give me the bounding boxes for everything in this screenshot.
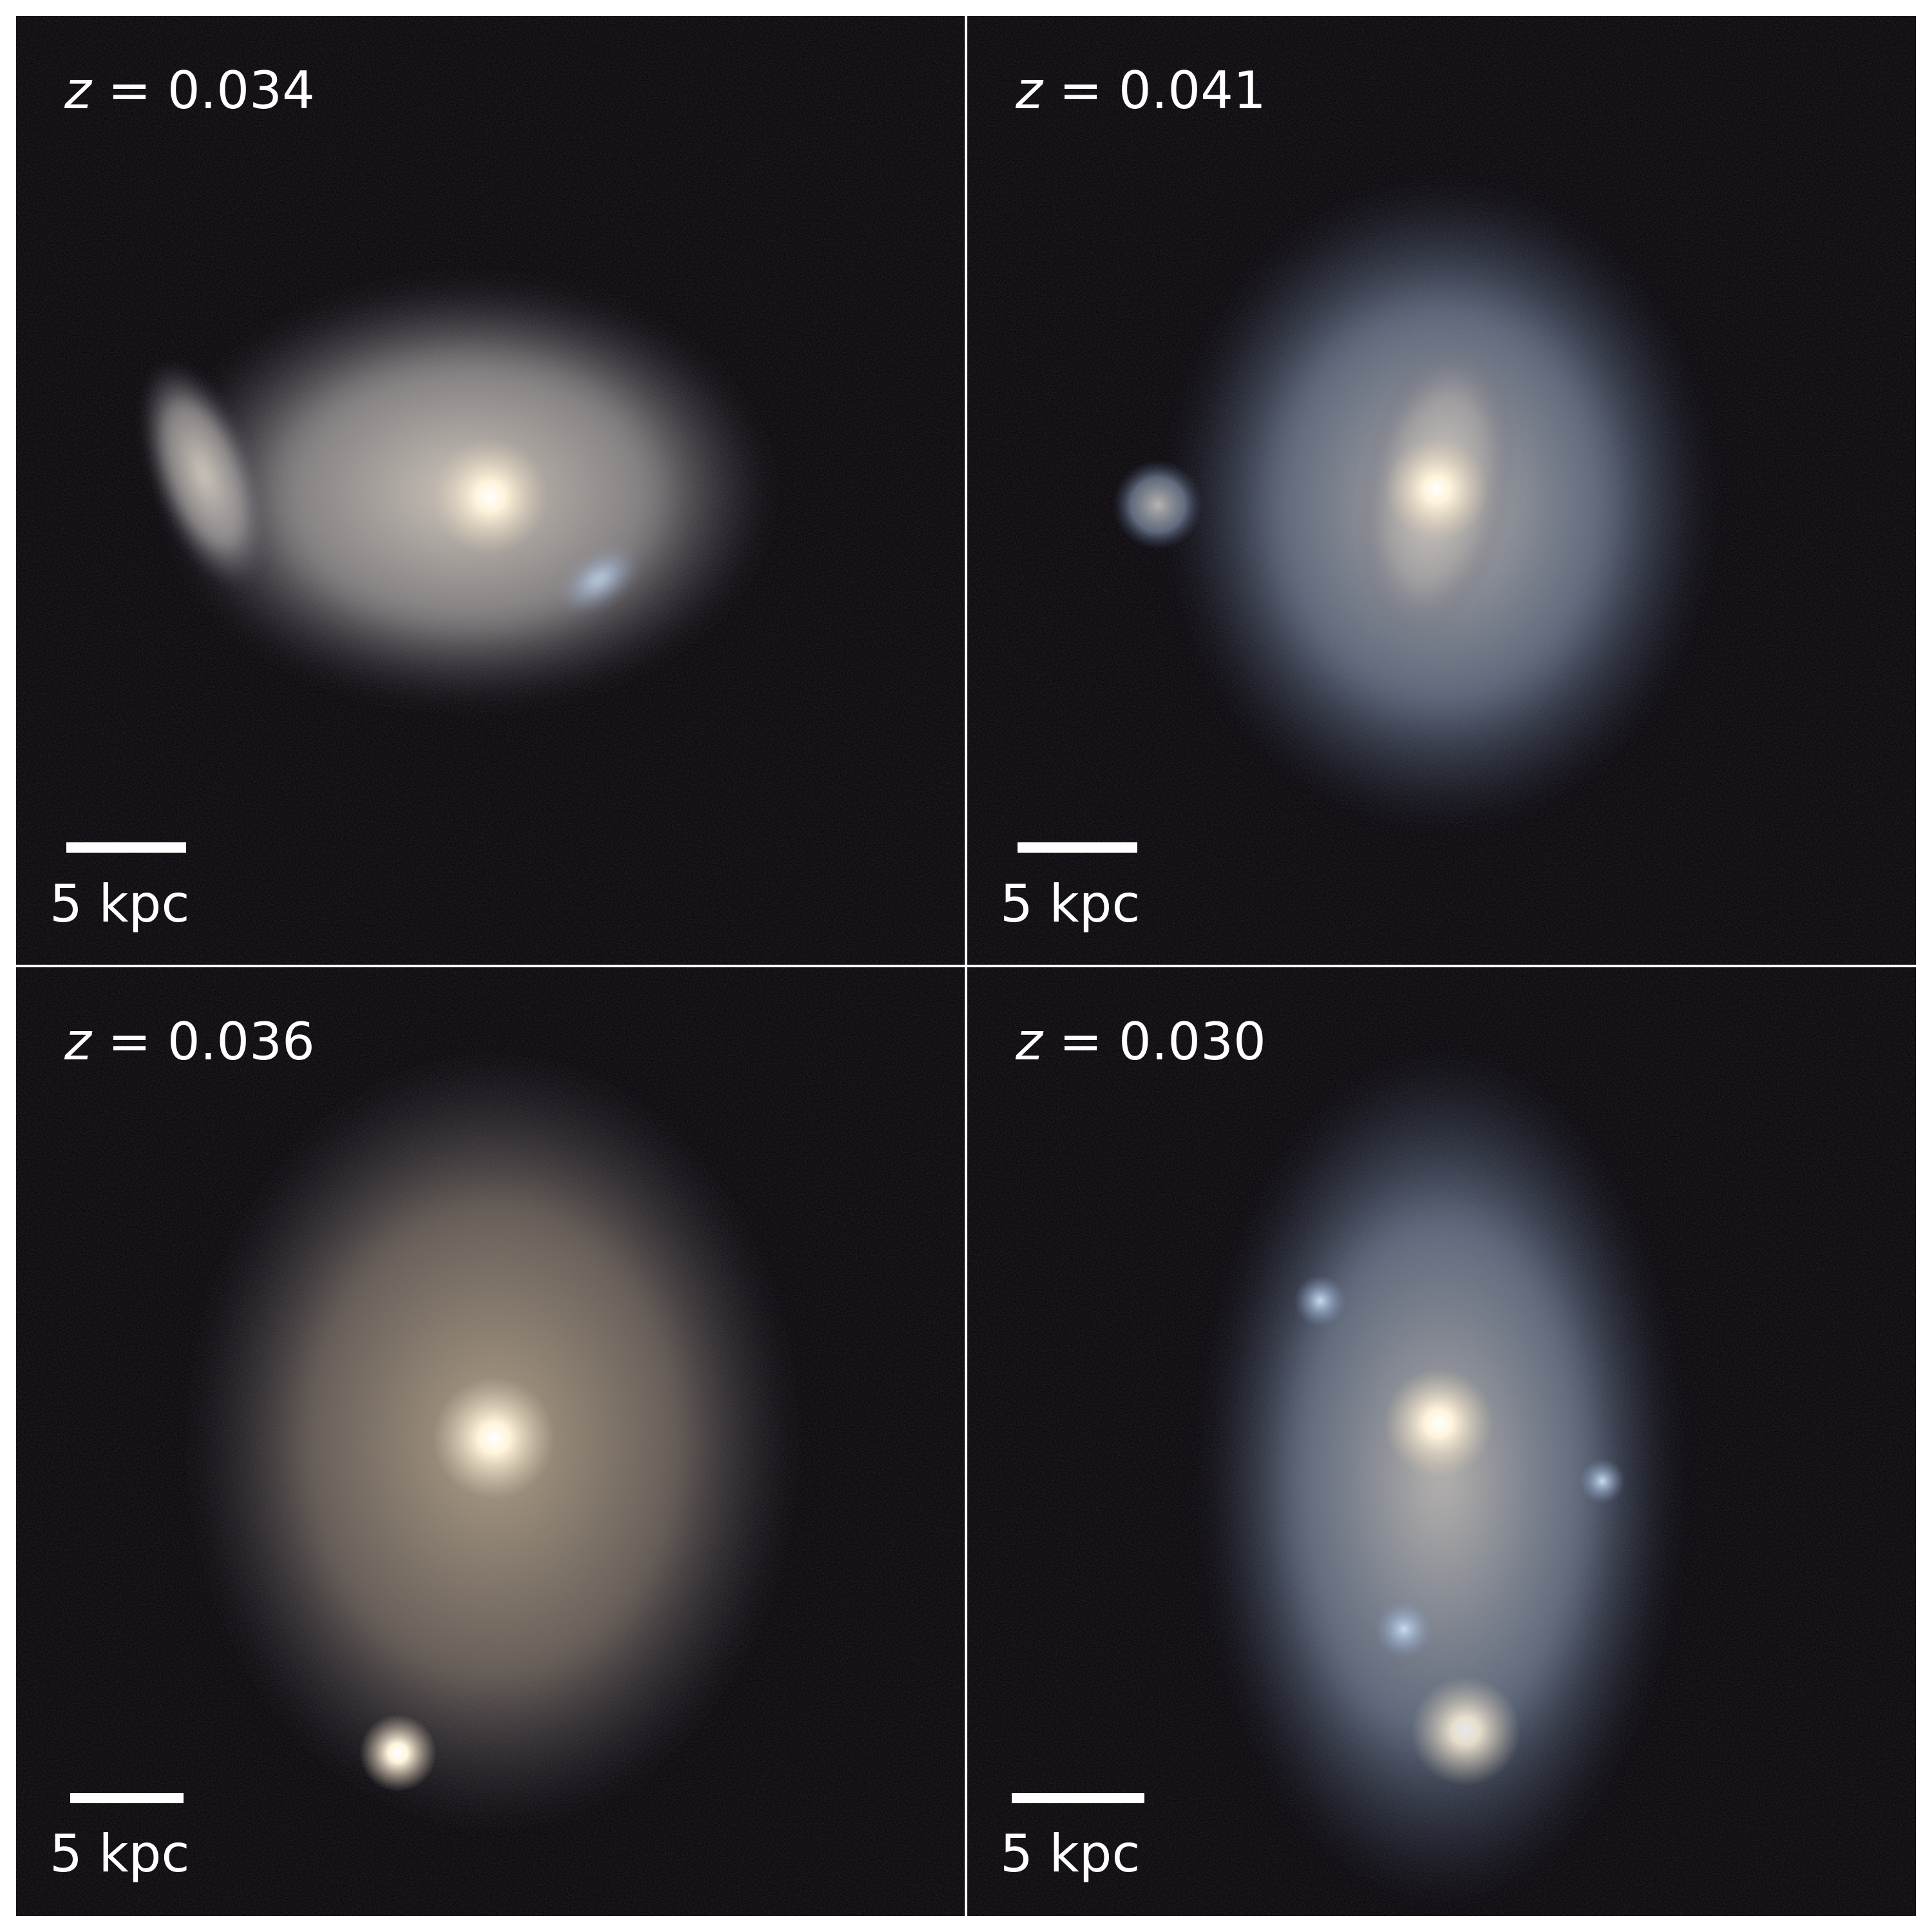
- scale-label: 5 kpc: [1000, 874, 1140, 934]
- galaxy-disk: [1203, 1054, 1680, 1904]
- panel-annotations: z = 0.034 5 kpc z = 0.041 5 kpc z = 0.03…: [50, 61, 1266, 1884]
- star-forming-knot: [1580, 1459, 1625, 1504]
- galaxy-bulge: [432, 439, 548, 554]
- galaxy-bulge: [1384, 1368, 1493, 1478]
- panel-bottom-right: [967, 967, 1916, 1916]
- foreground-star: [359, 1714, 437, 1792]
- panel-top-right: [967, 16, 1916, 965]
- scale-bar: [1018, 842, 1137, 853]
- scale-bar: [66, 842, 186, 853]
- companion-galaxy: [1411, 1676, 1520, 1786]
- scale-label: 5 kpc: [1000, 1824, 1140, 1884]
- scale-bar: [1012, 1793, 1144, 1803]
- redshift-label: z = 0.030: [1015, 1012, 1266, 1072]
- star-forming-knot: [1375, 1600, 1433, 1658]
- scale-bar: [70, 1793, 184, 1803]
- panel-bottom-left: [16, 967, 965, 1916]
- star-forming-knot: [559, 546, 639, 613]
- redshift-label: z = 0.041: [1015, 61, 1266, 120]
- galaxy-bulge: [433, 1377, 555, 1499]
- redshift-label: z = 0.034: [64, 61, 315, 120]
- star-forming-knot: [1294, 1275, 1346, 1327]
- scale-label: 5 kpc: [50, 874, 189, 934]
- companion-galaxy: [140, 361, 267, 588]
- galaxy-bulge: [1385, 438, 1488, 541]
- redshift-label: z = 0.036: [64, 1012, 315, 1072]
- panel-top-left: [16, 16, 965, 965]
- companion-galaxy: [1113, 460, 1203, 550]
- scale-label: 5 kpc: [50, 1824, 189, 1884]
